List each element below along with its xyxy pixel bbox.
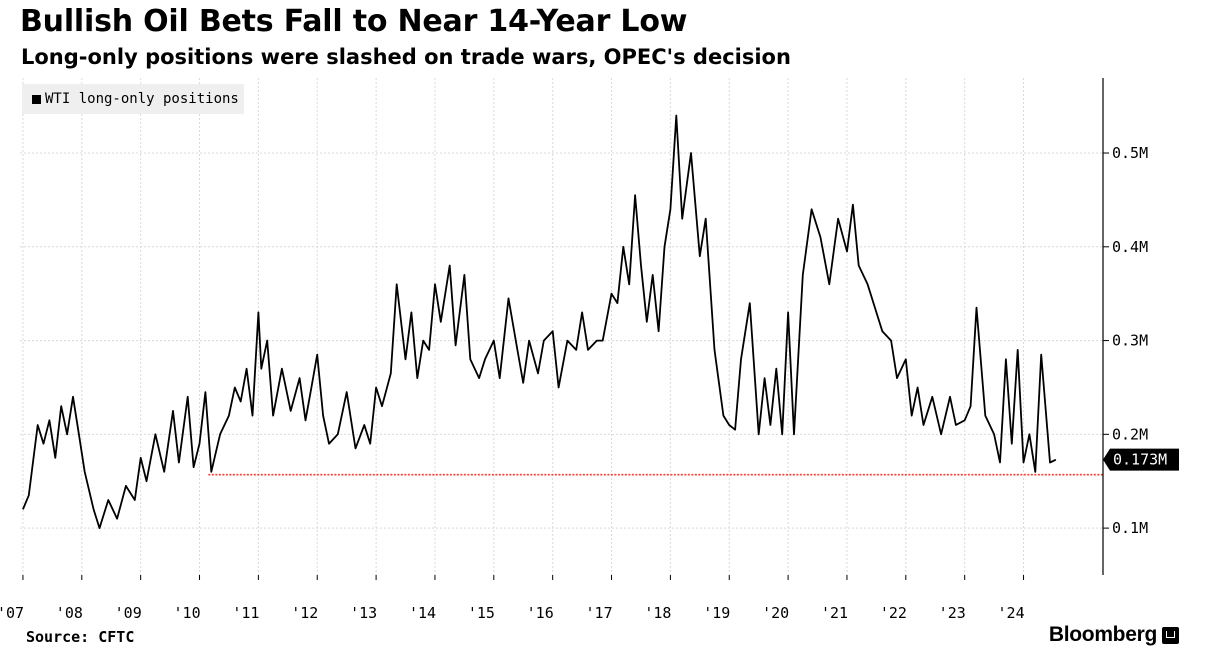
legend-swatch-icon [32, 94, 41, 104]
x-tick-label: '19 [703, 604, 730, 622]
x-tick-label: '18 [644, 604, 671, 622]
brand-logo: Bloomberg [1049, 623, 1179, 647]
y-tick-label: 0.2M [1112, 425, 1148, 443]
x-tick-label: '22 [880, 604, 907, 622]
brand-name: Bloomberg [1048, 623, 1157, 646]
x-tick-label: '11 [232, 604, 259, 622]
y-tick-label: 0.5M [1112, 144, 1148, 162]
last-value-badge [1103, 448, 1179, 471]
last-value-badge-group: 0.173M [1103, 448, 1179, 471]
source-note: Source: CFTC [26, 628, 135, 646]
y-gridlines [20, 152, 1109, 529]
x-tick-label: '17 [586, 604, 613, 622]
x-tick-label: '20 [762, 604, 789, 622]
x-tick-label: '13 [350, 604, 377, 622]
x-tick-label: '24 [998, 604, 1025, 622]
y-tick-labels: 0.1M 0.2M 0.3M 0.4M 0.5M [1112, 144, 1148, 537]
series-line-wti [22, 114, 1057, 529]
y-tick-label: 0.1M [1112, 519, 1148, 537]
series-group [22, 114, 1057, 529]
last-value-label: 0.173M [1113, 451, 1167, 469]
x-tick-label: '09 [115, 604, 142, 622]
x-tick-label: '16 [527, 604, 554, 622]
x-tick-labels: '07 '08 '09 '10 '11 '12 '13 '14 '15 '16 '17 '18 '19 '… [0, 604, 1025, 622]
x-gridlines [22, 78, 1025, 580]
terminal-icon [1162, 626, 1179, 644]
chart-title: Bullish Oil Bets Fall to Near 14-Year Lo… [20, 4, 688, 39]
legend: WTI long-only positions [22, 84, 244, 114]
x-tick-label: '10 [174, 604, 201, 622]
y-tick-label: 0.3M [1112, 332, 1148, 350]
chart-subtitle: Long-only positions were slashed on trad… [21, 45, 791, 69]
x-tick-label: '23 [939, 604, 966, 622]
y-tick-label: 0.4M [1112, 238, 1148, 256]
x-tick-label: '07 [0, 604, 24, 622]
x-tick-label: '14 [409, 604, 436, 622]
x-tick-label: '15 [468, 604, 495, 622]
x-tick-label: '08 [56, 604, 83, 622]
x-tick-label: '12 [291, 604, 318, 622]
legend-label: WTI long-only positions [45, 91, 239, 107]
x-tick-label: '21 [821, 604, 848, 622]
